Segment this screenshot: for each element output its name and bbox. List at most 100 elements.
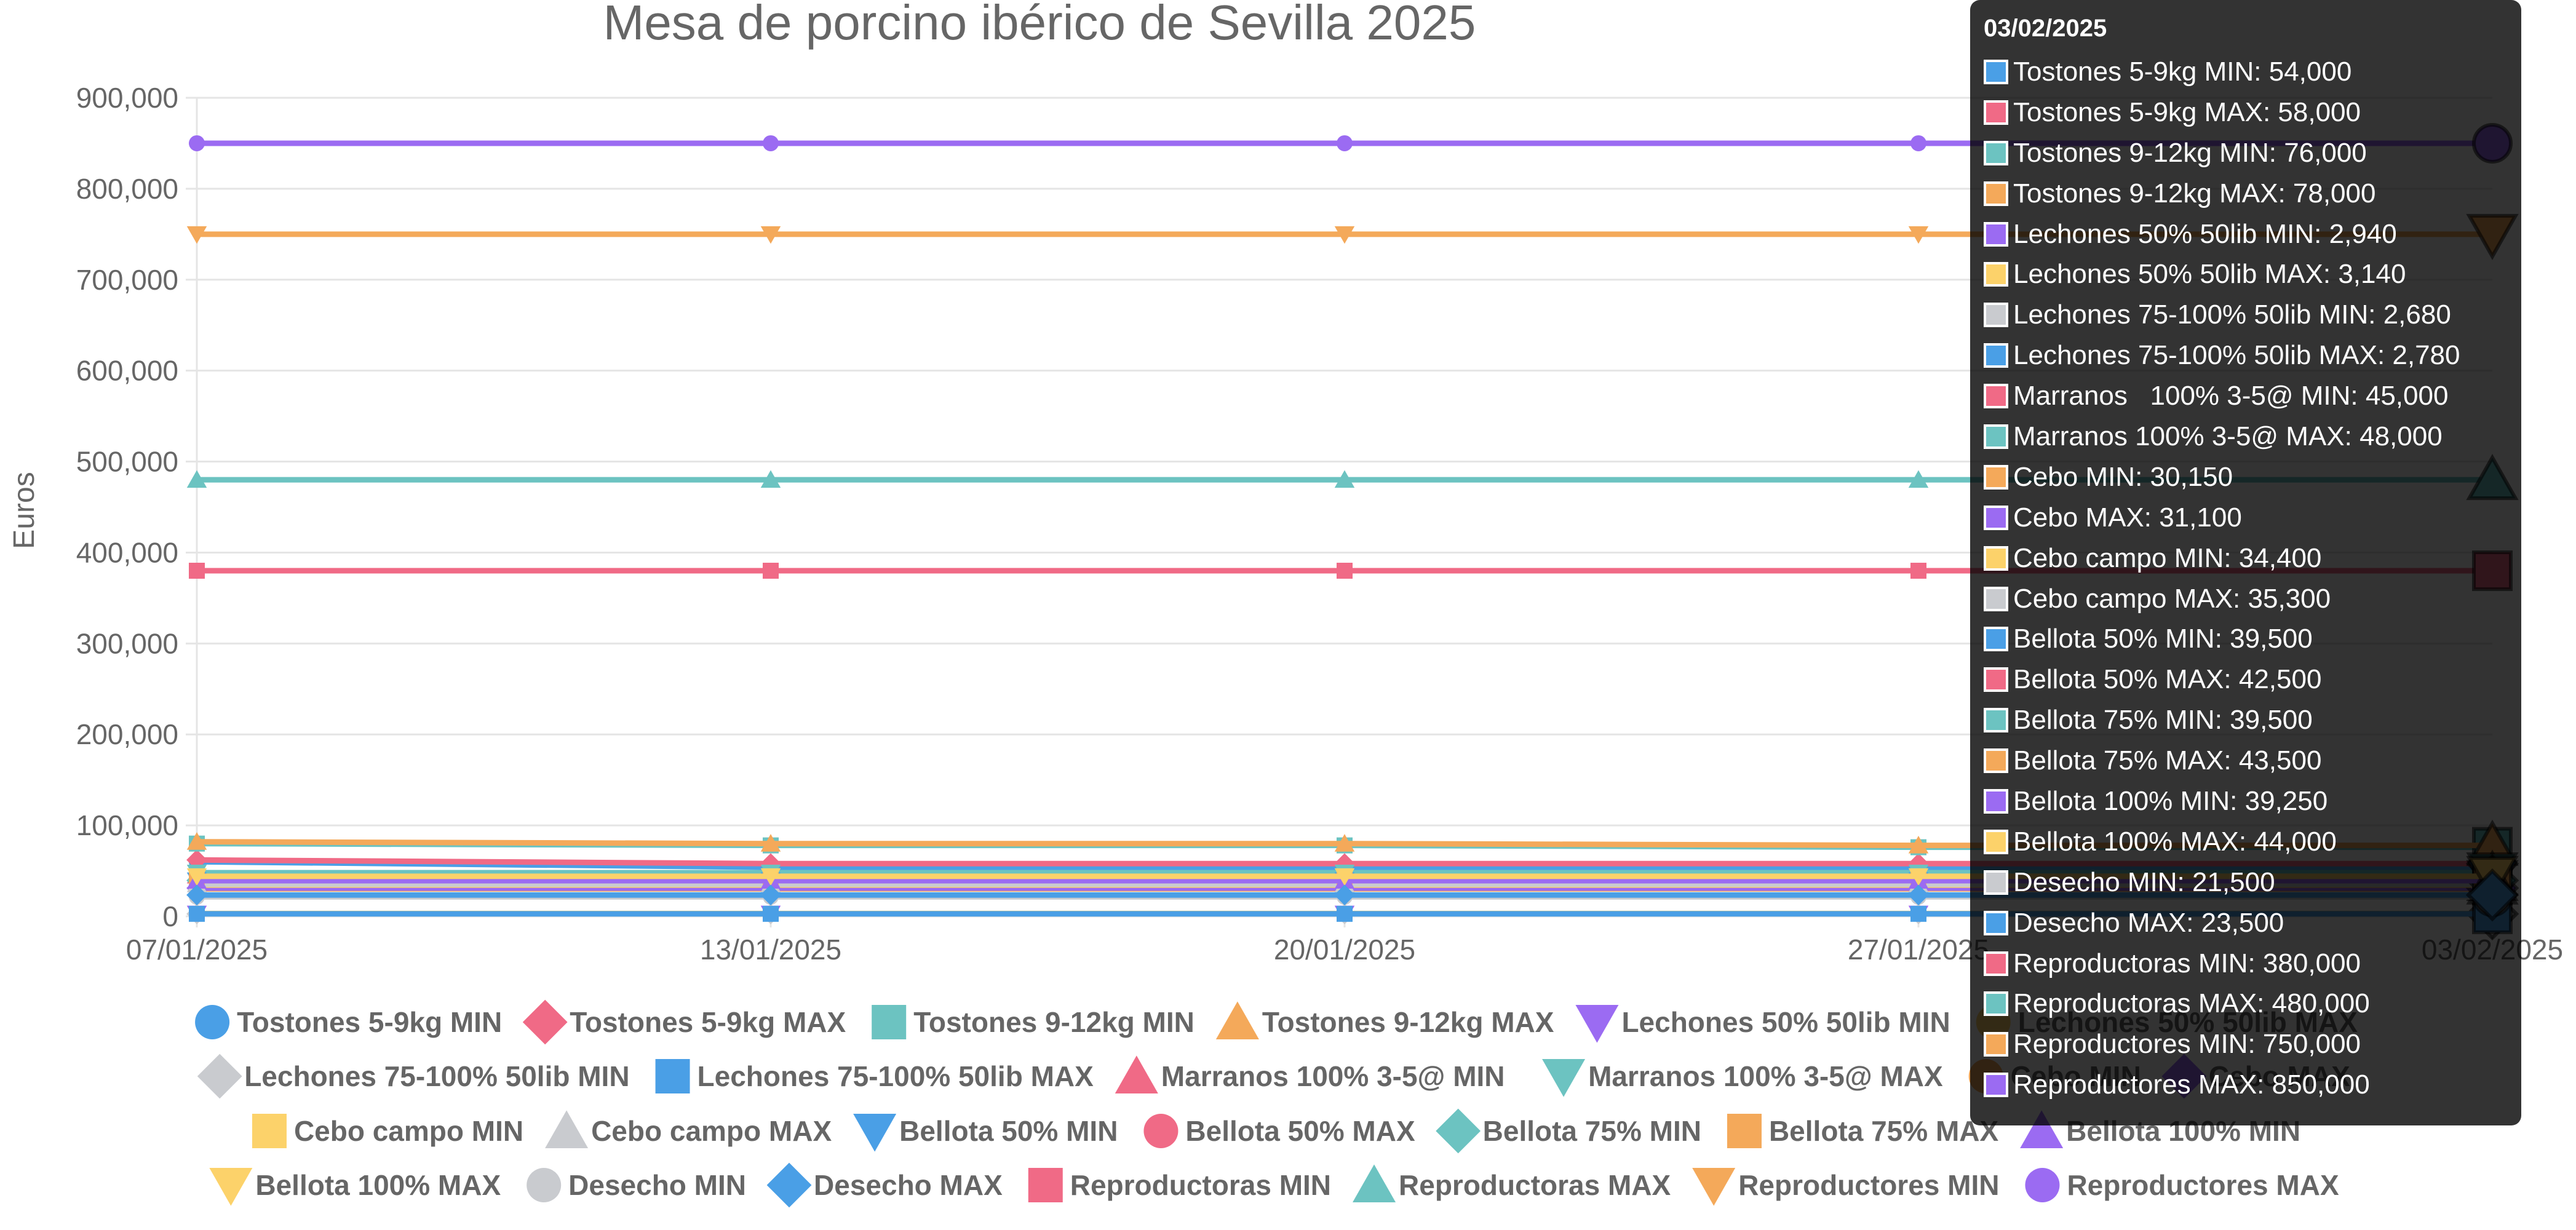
legend-item[interactable]: Lechones 75-100% 50lib MIN (197, 1053, 630, 1099)
tooltip-color-swatch (1984, 910, 2008, 935)
tooltip-color-swatch (1984, 505, 2008, 530)
legend-item[interactable]: Cebo campo MAX (545, 1110, 832, 1148)
tooltip-row: Tostones 5-9kg MAX: 58,000 (1984, 92, 2508, 133)
legend-label: Lechones 75-100% 50lib MIN (244, 1060, 629, 1092)
legend-item[interactable]: Tostones 5-9kg MIN (195, 1005, 502, 1039)
legend-marker (209, 1168, 253, 1206)
legend-item[interactable]: Reproductoras MAX (1353, 1164, 1671, 1202)
legend-item[interactable]: Desecho MIN (527, 1168, 746, 1202)
x-tick-label: 27/01/2025 (1848, 934, 1989, 966)
legend-item[interactable]: Cebo campo MIN (252, 1114, 523, 1148)
data-point (1334, 226, 1355, 244)
legend-item[interactable]: Bellota 50% MAX (1143, 1114, 1415, 1148)
data-point (1908, 868, 1929, 886)
tooltip-color-swatch (1984, 343, 2008, 368)
tooltip-row: Reproductoras MAX: 480,000 (1984, 983, 2508, 1024)
data-point (186, 849, 207, 871)
legend-item[interactable]: Marranos 100% 3-5@ MAX (1542, 1059, 1943, 1097)
legend-item[interactable]: Bellota 100% MAX (209, 1168, 501, 1206)
data-point (1908, 836, 1929, 854)
tooltip-row: Lechones 75-100% 50lib MAX: 2,780 (1984, 335, 2508, 376)
legend-label: Tostones 9-12kg MIN (913, 1006, 1195, 1038)
data-point (1337, 135, 1353, 151)
tooltip-color-swatch (1984, 586, 2008, 611)
tooltip-row-text: Bellota 100% MIN: 39,250 (2013, 785, 2328, 816)
y-tick-label: 500,000 (76, 446, 178, 478)
legend-item[interactable]: Bellota 75% MAX (1727, 1114, 1999, 1148)
tooltip-row-text: Tostones 9-12kg MAX: 78,000 (2013, 178, 2376, 208)
legend-marker (195, 1005, 230, 1039)
legend-label: Desecho MIN (568, 1169, 746, 1201)
tooltip-row-text: Lechones 75-100% 50lib MIN: 2,680 (2013, 300, 2451, 330)
legend-marker (1215, 1001, 1259, 1039)
data-point (763, 135, 779, 151)
data-point (760, 834, 781, 852)
legend-item[interactable]: Marranos 100% 3-5@ MIN (1115, 1055, 1505, 1093)
legend-item[interactable]: Tostones 5-9kg MAX (522, 999, 846, 1045)
data-point (189, 905, 205, 922)
tooltip-color-swatch (1984, 424, 2008, 449)
legend-item[interactable]: Lechones 50% 50lib MIN (1575, 1005, 1950, 1043)
tooltip-color-swatch (1984, 221, 2008, 247)
data-point (1910, 563, 1926, 579)
tooltip-row: Bellota 75% MIN: 39,500 (1984, 700, 2508, 740)
legend-marker (252, 1114, 287, 1148)
legend-label: Bellota 50% MAX (1185, 1115, 1415, 1147)
data-point (760, 884, 781, 906)
tooltip-row: Lechones 75-100% 50lib MIN: 2,680 (1984, 295, 2508, 335)
tooltip-row-text: Lechones 75-100% 50lib MAX: 2,780 (2013, 340, 2460, 371)
data-point (1908, 226, 1929, 244)
tooltip-row: Bellota 100% MAX: 44,000 (1984, 822, 2508, 862)
x-tick-label: 13/01/2025 (700, 934, 841, 966)
tooltip-row-text: Reproductores MIN: 750,000 (2013, 1029, 2361, 1060)
legend-item[interactable]: Reproductores MAX (2025, 1168, 2339, 1202)
data-point (186, 832, 207, 850)
legend-item[interactable]: Bellota 50% MIN (853, 1114, 1118, 1152)
tooltip-color-swatch (1984, 667, 2008, 692)
tooltip-row: Reproductores MIN: 750,000 (1984, 1024, 2508, 1065)
legend-marker (197, 1053, 242, 1099)
tooltip-row-text: Reproductoras MAX: 480,000 (2013, 988, 2370, 1019)
y-tick-label: 800,000 (76, 173, 178, 205)
x-tick-label: 20/01/2025 (1274, 934, 1415, 966)
legend-item[interactable]: Tostones 9-12kg MIN (872, 1005, 1195, 1039)
tooltip-color-swatch (1984, 464, 2008, 490)
legend-item[interactable]: Reproductoras MIN (1028, 1168, 1331, 1202)
legend-item[interactable]: Reproductores MIN (1692, 1168, 1999, 1206)
data-point (189, 135, 205, 151)
data-point (760, 868, 781, 886)
tooltip-rows: Tostones 5-9kg MIN: 54,000 Tostones 5-9kg… (1984, 52, 2508, 1105)
legend-marker (1692, 1168, 1736, 1206)
legend-label: Lechones 75-100% 50lib MAX (698, 1060, 1094, 1092)
legend-item[interactable]: Desecho MAX (766, 1162, 1003, 1208)
tooltip-row-text: Marranos 100% 3-5@ MIN: 45,000 (2013, 381, 2449, 411)
legend-label: Cebo campo MAX (591, 1115, 832, 1147)
tooltip-color-swatch (1984, 1073, 2008, 1098)
legend-label: Reproductoras MAX (1399, 1169, 1671, 1201)
tooltip-row-text: Tostones 5-9kg MAX: 58,000 (2013, 97, 2361, 127)
legend-item[interactable]: Lechones 75-100% 50lib MAX (655, 1059, 1094, 1093)
legend-marker (1143, 1114, 1179, 1148)
tooltip-row-text: Tostones 5-9kg MIN: 54,000 (2013, 56, 2352, 87)
legend-marker (853, 1114, 897, 1152)
legend-label: Reproductores MAX (2067, 1169, 2339, 1201)
y-tick-label: 600,000 (76, 355, 178, 387)
data-point (1908, 884, 1929, 906)
tooltip-row: Tostones 9-12kg MAX: 78,000 (1984, 173, 2508, 214)
legend-marker (872, 1005, 907, 1039)
legend-label: Bellota 50% MIN (899, 1115, 1118, 1147)
tooltip-row: Desecho MIN: 21,500 (1984, 862, 2508, 903)
legend-label: Reproductoras MIN (1070, 1169, 1331, 1201)
legend-item[interactable]: Tostones 9-12kg MAX (1215, 1001, 1554, 1039)
tooltip: 03/02/2025 Tostones 5-9kg MIN: 54,000 Tos… (1970, 0, 2521, 1125)
tooltip-row: Bellota 50% MAX: 42,500 (1984, 659, 2508, 700)
y-tick-label: 400,000 (76, 536, 178, 568)
tooltip-row-text: Lechones 50% 50lib MIN: 2,940 (2013, 218, 2397, 249)
data-point (1337, 563, 1353, 579)
data-point (189, 563, 205, 579)
legend-marker (655, 1059, 690, 1093)
legend-marker (1542, 1059, 1586, 1097)
legend-label: Marranos 100% 3-5@ MAX (1588, 1060, 1943, 1092)
data-point (1337, 905, 1353, 922)
legend-item[interactable]: Bellota 75% MIN (1436, 1108, 1701, 1154)
